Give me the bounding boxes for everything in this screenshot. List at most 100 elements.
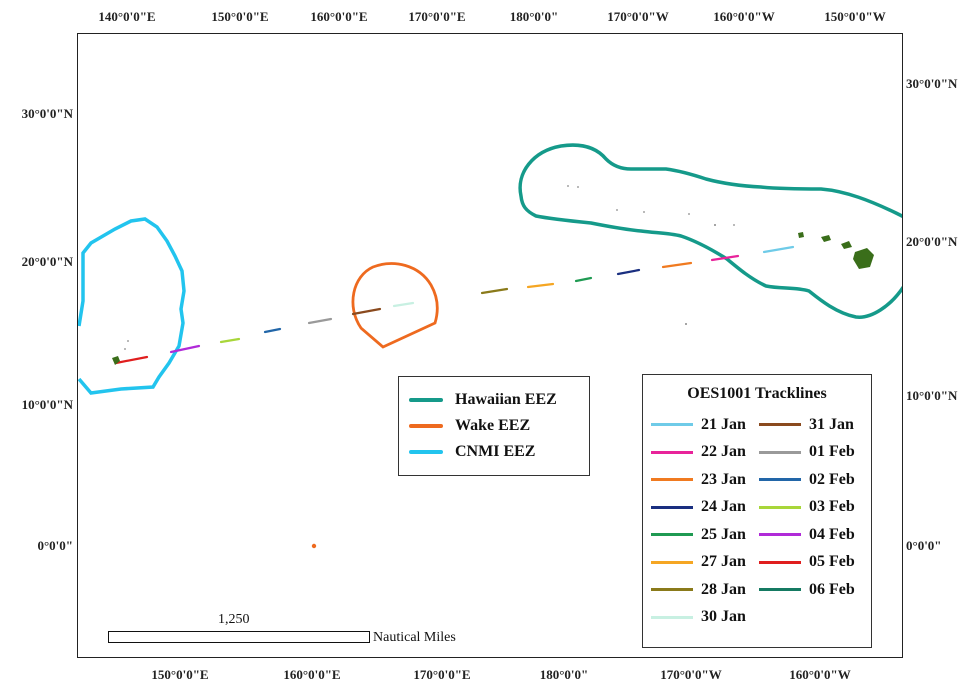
- trackline-legend-item: 03 Feb: [759, 494, 863, 522]
- track-05-feb: [114, 355, 149, 365]
- bottom-tick-label: 160°0'0"W: [789, 667, 851, 682]
- islands: [112, 185, 874, 549]
- trackline-legend: OES1001 Tracklines 21 Jan 31 Jan 22 Jan 01 …: [642, 374, 872, 648]
- top-tick-label: 160°0'0"E: [310, 9, 368, 24]
- top-tick-label: 150°0'0"W: [824, 9, 886, 24]
- trackline-legend-item: 28 Jan: [651, 576, 755, 604]
- scale-value: 1,250: [218, 612, 250, 627]
- hawaii-big-island: [853, 248, 874, 269]
- trackline-legend-item: 22 Jan: [651, 439, 755, 467]
- eez-swatch: [409, 450, 443, 454]
- track-28-jan: [480, 287, 509, 295]
- trackline-legend-grid: 21 Jan 31 Jan 22 Jan 01 Feb 23 Jan 02 Feb 24 J…: [651, 411, 863, 631]
- right-tick-label: 20°0'0"N: [906, 234, 958, 249]
- trackline-swatch: [759, 478, 801, 482]
- track-03-feb: [219, 337, 241, 344]
- guam-island: [112, 356, 120, 365]
- track-31-jan: [351, 307, 382, 316]
- trackline-legend-label: 05 Feb: [809, 553, 855, 571]
- trackline-legend-label: 02 Feb: [809, 470, 855, 488]
- trackline-swatch: [651, 450, 693, 454]
- maui-island: [841, 241, 852, 249]
- trackline-legend-item: 02 Feb: [759, 466, 863, 494]
- track-23-jan: [661, 261, 693, 269]
- track-25-jan: [574, 276, 593, 283]
- eez-legend-item: CNMI EEZ: [409, 439, 579, 465]
- track-21-jan: [762, 245, 795, 254]
- trackline-swatch: [651, 533, 693, 537]
- trackline-legend-label: 24 Jan: [701, 498, 746, 516]
- trackline-legend-item: 21 Jan: [651, 411, 755, 439]
- track-27-jan: [526, 282, 555, 289]
- right-tick-label: 30°0'0"N: [906, 76, 958, 91]
- trackline-legend-label: 22 Jan: [701, 443, 746, 461]
- left-tick-label: 20°0'0"N: [21, 254, 73, 269]
- trackline-legend-item: 05 Feb: [759, 549, 863, 577]
- trackline-legend-item: 06 Feb: [759, 576, 863, 604]
- trackline-legend-label: 03 Feb: [809, 498, 855, 516]
- eez-legend-label: CNMI EEZ: [455, 443, 536, 460]
- trackline-legend-label: 25 Jan: [701, 525, 746, 543]
- eez-legend-item: Wake EEZ: [409, 413, 579, 439]
- wake-eez-boundary: [351, 262, 439, 349]
- left-tick-label: 10°0'0"N: [21, 397, 73, 412]
- track-02-feb: [263, 327, 282, 334]
- eez-legend-label: Hawaiian EEZ: [455, 391, 557, 408]
- trackline-legend-item: 04 Feb: [759, 521, 863, 549]
- trackline-swatch: [651, 423, 693, 427]
- left-tick-label: 30°0'0"N: [21, 106, 73, 121]
- top-tick-label: 160°0'0"W: [713, 9, 775, 24]
- trackline-legend-item: 01 Feb: [759, 439, 863, 467]
- trackline-legend-label: 04 Feb: [809, 525, 855, 543]
- trackline-swatch: [759, 533, 801, 537]
- top-tick-label: 140°0'0"E: [98, 9, 156, 24]
- top-tick-label: 150°0'0"E: [211, 9, 269, 24]
- bottom-tick-label: 180°0'0": [539, 667, 589, 682]
- trackline-legend-item: 23 Jan: [651, 466, 755, 494]
- trackline-swatch: [759, 560, 801, 564]
- top-tick-label: 170°0'0"E: [408, 9, 466, 24]
- trackline-swatch: [759, 505, 801, 509]
- oahu-island: [821, 235, 831, 242]
- eez-legend-item: Hawaiian EEZ: [409, 387, 579, 413]
- kauai-island: [798, 232, 804, 238]
- trackline-legend-item: 24 Jan: [651, 494, 755, 522]
- trackline-swatch: [759, 450, 801, 454]
- track-30-jan: [392, 301, 415, 308]
- track-01-feb: [307, 317, 333, 325]
- trackline-swatch: [651, 615, 693, 619]
- left-tick-label: 0°0'0": [37, 538, 73, 553]
- bottom-tick-label: 170°0'0"W: [660, 667, 722, 682]
- trackline-legend-title: OES1001 Tracklines: [687, 385, 827, 402]
- track-24-jan: [616, 268, 641, 276]
- eez-legend: Hawaiian EEZ Wake EEZ CNMI EEZ: [398, 376, 590, 476]
- bottom-tick-label: 160°0'0"E: [283, 667, 341, 682]
- trackline-swatch: [651, 588, 693, 592]
- tracklines: [114, 245, 795, 365]
- trackline-legend-label: 23 Jan: [701, 470, 746, 488]
- eez-swatch: [409, 398, 443, 402]
- right-tick-label: 10°0'0"N: [906, 388, 958, 403]
- baker-island-marker: [311, 543, 317, 549]
- top-tick-label: 180°0'0": [509, 9, 559, 24]
- trackline-legend-label: 01 Feb: [809, 443, 855, 461]
- trackline-legend-item: 27 Jan: [651, 549, 755, 577]
- trackline-legend-label: 27 Jan: [701, 553, 746, 571]
- right-tick-label: 0°0'0": [906, 538, 942, 553]
- map-canvas: [78, 143, 902, 549]
- bottom-tick-label: 150°0'0"E: [151, 667, 209, 682]
- eez-swatch: [409, 424, 443, 428]
- top-tick-label: 170°0'0"W: [607, 9, 669, 24]
- trackline-legend-label: 28 Jan: [701, 580, 746, 598]
- track-04-feb: [169, 344, 201, 354]
- trackline-legend-item: 31 Jan: [759, 411, 863, 439]
- trackline-legend-item: 30 Jan: [651, 604, 755, 632]
- trackline-legend-item: 25 Jan: [651, 521, 755, 549]
- eez-legend-label: Wake EEZ: [455, 417, 531, 434]
- trackline-swatch: [651, 478, 693, 482]
- cnmi-eez-boundary: [78, 217, 186, 395]
- bottom-tick-label: 170°0'0"E: [413, 667, 471, 682]
- trackline-swatch: [651, 560, 693, 564]
- trackline-swatch: [759, 588, 801, 592]
- trackline-swatch: [759, 423, 801, 427]
